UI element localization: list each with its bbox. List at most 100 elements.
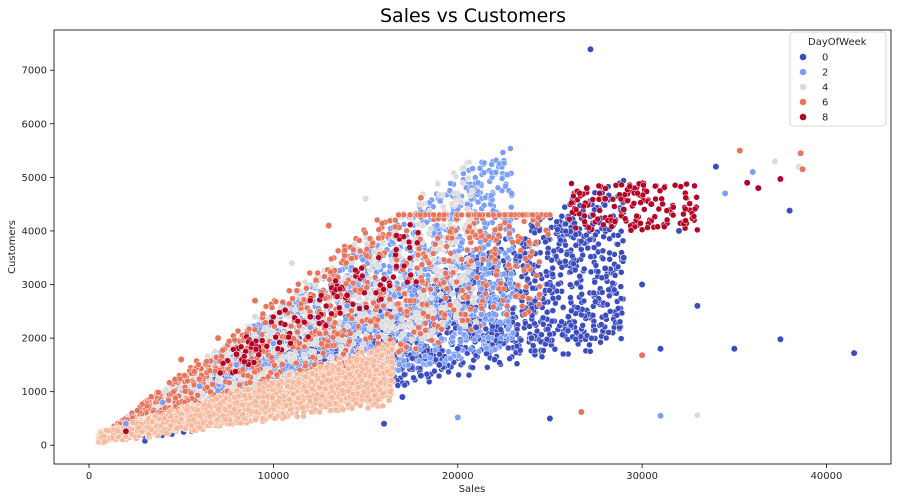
cloud-point: [529, 342, 537, 349]
cloud-point: [475, 348, 483, 355]
cloud-point: [426, 354, 434, 362]
cloud-point: [300, 351, 308, 359]
cloud-point: [471, 336, 478, 343]
cloud-point: [538, 353, 546, 361]
cloud-point: [589, 312, 597, 319]
cloud-point: [557, 271, 564, 279]
cloud-point: [601, 201, 609, 209]
cloud-point: [509, 305, 517, 313]
cloud-point: [543, 280, 551, 288]
cloud-point: [449, 333, 457, 341]
cloud-point: [580, 297, 588, 305]
cloud-point: [409, 355, 416, 362]
cloud-point: [395, 367, 402, 374]
cloud-point: [426, 360, 434, 367]
cloud-point: [491, 346, 499, 353]
cloud-point: [480, 159, 488, 167]
cloud-point: [506, 280, 514, 287]
cloud-point: [485, 334, 492, 341]
cloud-point: [529, 284, 536, 292]
cloud-point: [517, 347, 524, 354]
cloud-point: [423, 370, 431, 378]
cloud-point: [544, 249, 551, 257]
cloud-point: [552, 253, 560, 260]
cloud-point: [398, 316, 406, 323]
cloud-point: [469, 165, 476, 172]
cloud-point: [562, 241, 569, 249]
cloud-point: [544, 325, 552, 333]
cloud-point: [459, 264, 466, 272]
cloud-point: [584, 244, 592, 252]
cloud-point: [517, 336, 525, 344]
cloud-point: [500, 159, 508, 167]
cloud-point: [587, 348, 594, 355]
cloud-point: [474, 179, 482, 186]
cloud-point: [587, 268, 595, 276]
cloud-point: [553, 218, 560, 226]
cloud-point: [397, 274, 404, 282]
cloud-point: [558, 264, 566, 271]
cloud-point: [580, 265, 588, 273]
cloud-point: [617, 335, 625, 342]
cloud-point: [497, 334, 504, 342]
cloud-point: [591, 278, 598, 286]
cloud-point: [485, 261, 493, 268]
cloud-point: [484, 364, 491, 371]
cloud-point: [533, 327, 541, 335]
cloud-point: [435, 372, 443, 380]
cloud-point: [401, 381, 408, 389]
cloud-point: [602, 312, 609, 319]
cloud-point: [569, 252, 576, 260]
cloud-point: [507, 203, 515, 211]
cloud-point: [540, 347, 547, 354]
cloud-point: [564, 327, 572, 335]
cloud-point: [548, 317, 556, 325]
cloud-point: [590, 289, 597, 297]
cloud-point: [617, 283, 625, 290]
cloud-point: [405, 361, 412, 369]
cloud-point: [543, 308, 551, 316]
cloud-point: [498, 175, 506, 182]
cloud-point: [447, 355, 454, 362]
cloud-point: [600, 233, 607, 240]
cloud-point: [506, 355, 513, 362]
cloud-point: [587, 253, 594, 260]
cloud-point: [614, 232, 622, 239]
cloud-point: [606, 292, 613, 300]
cloud-point: [554, 226, 561, 233]
cloud-point: [592, 298, 599, 305]
cloud-point: [573, 329, 580, 336]
cloud-point: [555, 294, 562, 301]
cloud-point: [513, 360, 521, 367]
plot-area: [95, 145, 701, 446]
cloud-point: [539, 314, 547, 322]
cloud-point: [559, 331, 566, 338]
cloud-point: [604, 301, 611, 308]
cloud-point: [610, 286, 618, 294]
cloud-point: [567, 281, 574, 289]
cloud-point: [579, 251, 586, 259]
cloud-point: [570, 260, 577, 267]
cloud-point: [606, 249, 613, 257]
cloud-point: [571, 266, 579, 274]
cloud-point: [602, 334, 610, 342]
cloud-point: [549, 295, 557, 302]
cloud-point: [548, 256, 555, 264]
cloud-point: [551, 345, 559, 353]
cloud-point: [397, 323, 405, 330]
cloud-point: [573, 279, 581, 287]
cloud-point: [557, 247, 565, 254]
cloud-point: [614, 241, 622, 248]
cloud-point: [480, 169, 488, 176]
cloud-point: [543, 335, 551, 343]
cloud-point: [599, 255, 607, 263]
cloud-point: [583, 231, 590, 239]
cloud-point: [616, 318, 624, 326]
cloud-point: [431, 367, 438, 375]
cloud-point: [617, 295, 625, 302]
cloud-point: [549, 271, 556, 278]
cloud-point: [597, 321, 605, 328]
cloud-point: [611, 272, 619, 279]
cloud-point: [572, 242, 580, 249]
